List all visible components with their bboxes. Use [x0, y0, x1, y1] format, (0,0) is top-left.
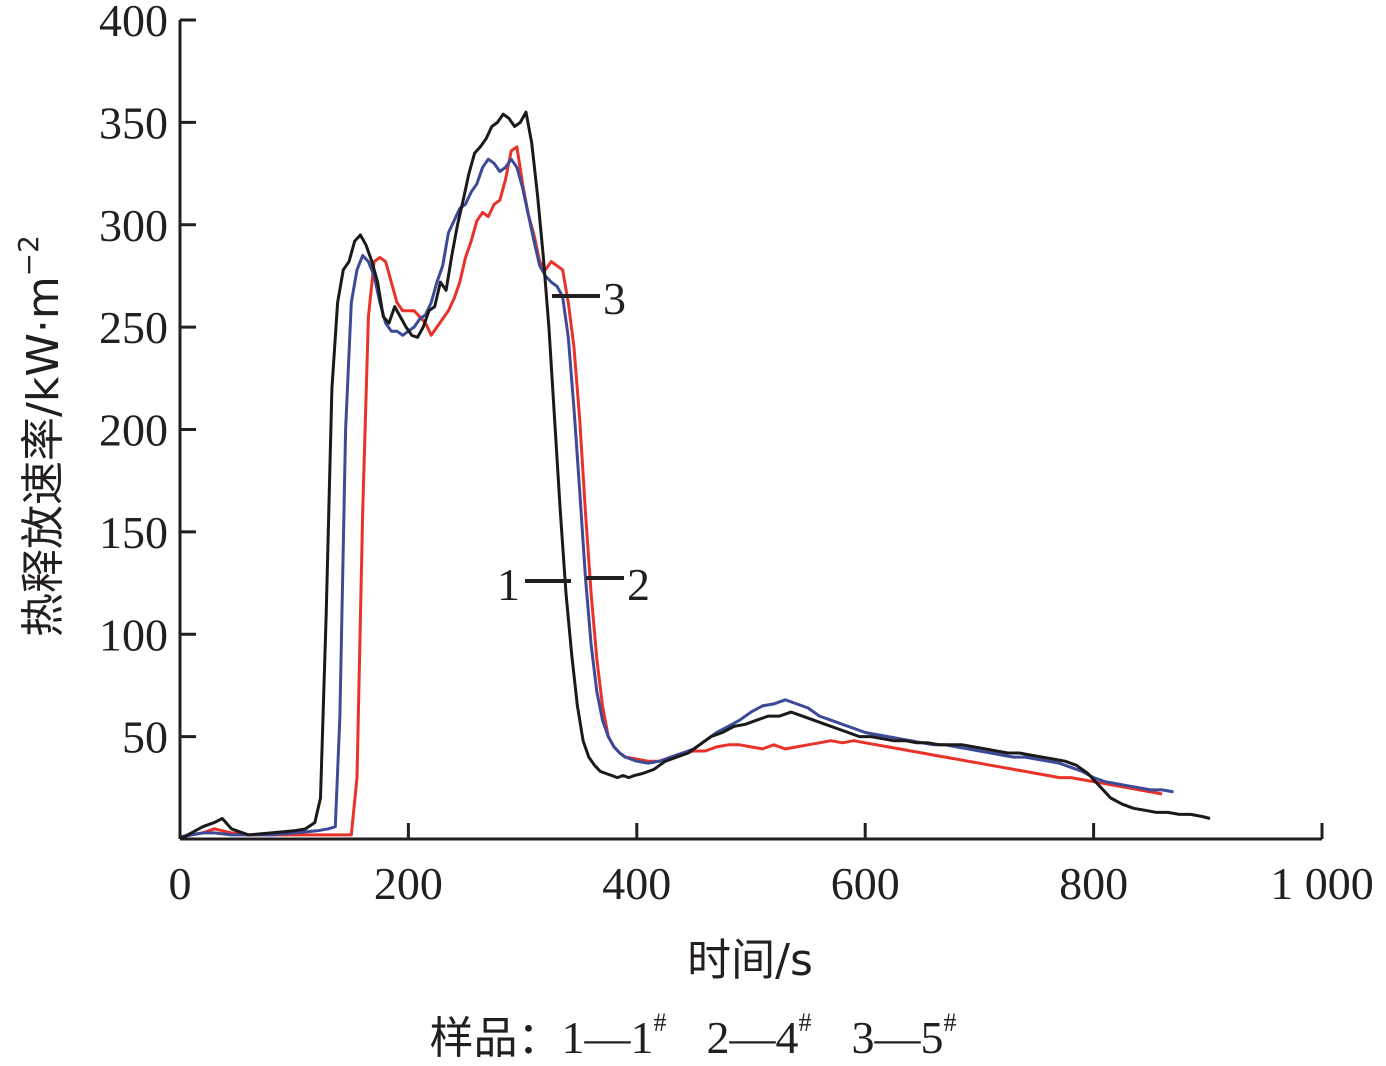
y-ticks: 50 100 150 200 250 300 350 400 [99, 0, 196, 763]
x-ticks: 0 200 400 600 800 1 000 [169, 823, 1374, 909]
x-tick-label: 0 [169, 858, 192, 909]
x-tick-label: 600 [831, 858, 900, 909]
y-tick-label: 250 [99, 302, 168, 353]
y-tick-label: 400 [99, 0, 168, 46]
caption-item-2-sample: 4 [775, 1012, 799, 1063]
x-axis-title: 时间/s [687, 935, 813, 986]
plot-curves [179, 110, 1211, 841]
series-line-1 [179, 110, 1211, 841]
caption-item-1-mark: # [653, 1008, 667, 1037]
caption-item-2-dash: — [729, 1012, 776, 1063]
caption-item-3-sample: 5 [920, 1012, 944, 1063]
x-tick-label: 800 [1059, 858, 1128, 909]
caption-item-3-num: 3 [851, 1012, 875, 1063]
x-tick-label: 400 [602, 858, 671, 909]
curve-label-3: 3 [603, 273, 626, 324]
y-tick-label: 300 [99, 200, 168, 251]
caption-item-1-sample: 1 [630, 1012, 654, 1063]
y-tick-label: 100 [99, 609, 168, 660]
y-tick-label: 50 [122, 712, 168, 763]
caption-item-1-dash: — [584, 1012, 631, 1063]
svg-text:热释放速率/kW·m−2: 热释放速率/kW·m−2 [12, 235, 69, 637]
caption-item-1-num: 1 [561, 1012, 585, 1063]
caption-item-3-dash: — [874, 1012, 921, 1063]
y-tick-label: 200 [99, 405, 168, 456]
caption-prefix: 样品： [429, 1013, 562, 1064]
caption-item-3-mark: # [943, 1008, 957, 1037]
y-axis-title: 热释放速率/kW·m−2 [12, 235, 69, 637]
series-line-2 [179, 145, 1163, 839]
curve-label-2: 2 [627, 559, 650, 610]
caption-item-2-num: 2 [706, 1012, 730, 1063]
y-tick-label: 150 [99, 507, 168, 558]
y-tick-label: 350 [99, 97, 168, 148]
y-axis-title-sup: −2 [12, 235, 45, 276]
y-axis-title-text: 热释放速率/kW·m [18, 276, 69, 637]
x-tick-label: 200 [374, 858, 443, 909]
axes [178, 20, 1322, 841]
x-tick-label: 1 000 [1270, 858, 1374, 909]
curve-label-1: 1 [497, 559, 520, 610]
sample-legend-caption: 样品：1—1# 2—4# 3—5# [0, 1002, 1386, 1066]
caption-item-2-mark: # [798, 1008, 812, 1037]
